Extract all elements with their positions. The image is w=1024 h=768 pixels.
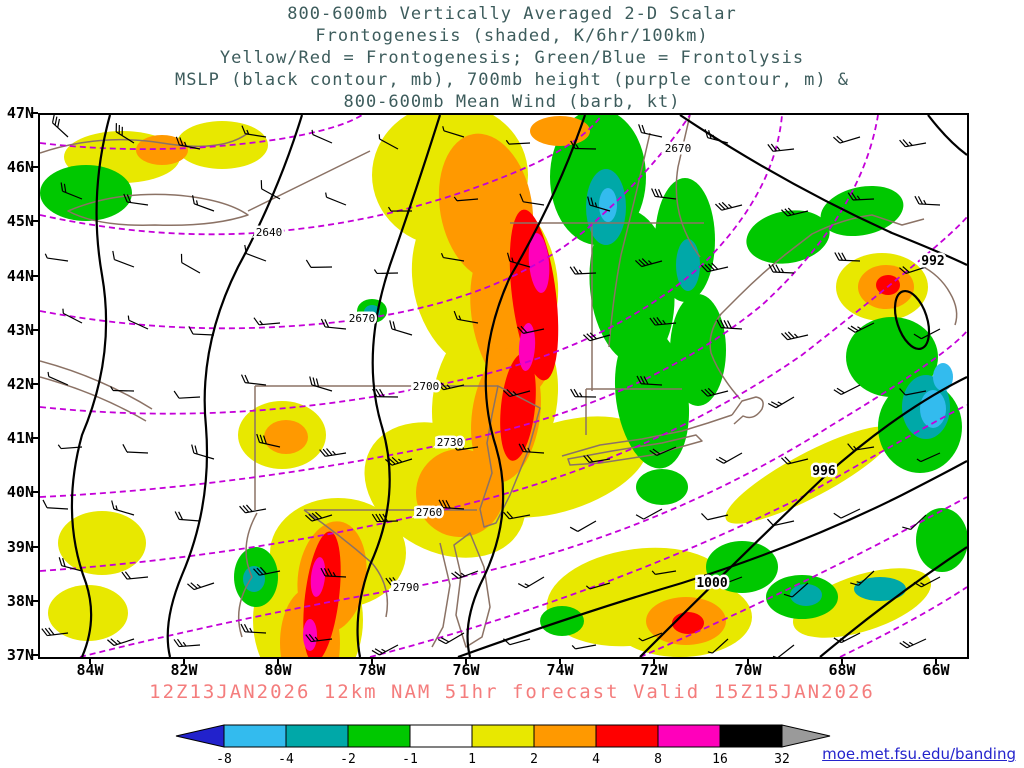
map-plot-area: 2640 2670 2670 2700 2730 2760 2790 992 996 1000 xyxy=(38,113,969,659)
title-line-1: 800-600mb Vertically Averaged 2-D Scalar xyxy=(287,4,737,24)
wind-barb-layer xyxy=(41,115,941,657)
lon-tick xyxy=(747,657,749,664)
lat-tick xyxy=(31,545,38,548)
frontogenesis-shading-layer xyxy=(40,115,967,657)
height-contour-label: 2730 xyxy=(437,436,464,449)
lon-tick xyxy=(653,657,655,664)
lon-tick xyxy=(277,657,279,664)
lon-label: 76W xyxy=(452,661,480,679)
colorbar-segment xyxy=(223,724,287,748)
height-contour-label: 2790 xyxy=(393,581,420,594)
lat-tick xyxy=(31,166,38,169)
lon-tick xyxy=(183,657,185,664)
lat-label: 37N xyxy=(6,646,34,664)
colorbar-label: 2 xyxy=(530,752,538,767)
lat-label: 45N xyxy=(6,212,34,231)
lon-tick xyxy=(89,657,91,664)
height-contour-label: 2760 xyxy=(416,506,443,519)
colorbar-label: 8 xyxy=(654,752,662,767)
lat-tick xyxy=(31,274,38,277)
lat-label: 40N xyxy=(6,483,34,502)
lat-label: 42N xyxy=(6,375,34,393)
lon-label: 66W xyxy=(922,661,950,679)
colorbar-arrow-left xyxy=(175,724,225,748)
mslp-contour-label: 992 xyxy=(921,254,944,269)
lon-tick xyxy=(559,657,561,664)
lat-tick xyxy=(31,328,38,331)
colorbar-segment xyxy=(285,724,349,748)
height-contour-label: 2640 xyxy=(256,226,283,239)
colorbar-segment xyxy=(657,724,721,748)
lat-label: 47N xyxy=(6,104,34,122)
colorbar-label: -2 xyxy=(340,752,356,767)
colorbar-segment xyxy=(347,724,411,748)
lon-tick xyxy=(841,657,843,664)
lon-label: 70W xyxy=(734,661,762,679)
colorbar-label: 4 xyxy=(592,752,600,767)
lon-tick xyxy=(371,657,373,664)
colorbar-segment xyxy=(471,724,535,748)
colorbar-segment xyxy=(595,724,659,748)
colorbar-arrow-right xyxy=(781,724,831,748)
lon-label: 84W xyxy=(76,661,104,679)
height-contour-layer xyxy=(40,115,967,657)
forecast-valid-text: 12Z13JAN2026 12km NAM 51hr forecast Vali… xyxy=(149,681,875,703)
lat-tick xyxy=(31,654,38,656)
height-contour-label: 2670 xyxy=(349,312,376,325)
colorbar-segment xyxy=(719,724,783,748)
height-contour-label: 2700 xyxy=(413,380,440,393)
colorbar-legend: -8 -4 -2 -1 1 2 4 8 16 32 xyxy=(175,724,831,767)
lat-tick xyxy=(31,437,38,440)
lat-label: 38N xyxy=(6,591,34,610)
lon-label: 72W xyxy=(640,661,668,679)
contour-label-layer: 2640 2670 2670 2700 2730 2760 2790 992 996 1000 xyxy=(253,140,947,597)
title-line-3: Yellow/Red = Frontogenesis; Green/Blue =… xyxy=(219,48,805,68)
lon-tick xyxy=(465,657,467,664)
lat-tick xyxy=(31,112,38,114)
lat-tick xyxy=(31,599,38,602)
lon-label: 82W xyxy=(170,661,198,679)
lon-label: 78W xyxy=(358,661,386,679)
state-borders-layer xyxy=(40,115,958,648)
colorbar-segment xyxy=(533,724,597,748)
mslp-contour-label: 996 xyxy=(812,464,836,479)
mslp-contour-layer xyxy=(70,115,967,657)
lon-label: 80W xyxy=(264,661,292,679)
lon-label: 68W xyxy=(828,661,856,679)
colorbar-label: 1 xyxy=(468,752,476,767)
lat-tick xyxy=(31,220,38,223)
lat-label: 44N xyxy=(6,266,34,285)
title-line-2: Frontogenesis (shaded, K/6hr/100km) xyxy=(315,26,709,46)
lon-tick xyxy=(935,657,937,664)
lat-label: 39N xyxy=(6,537,34,556)
lon-label: 74W xyxy=(546,661,574,679)
colorbar-label: -1 xyxy=(402,752,418,767)
lat-tick xyxy=(31,383,38,385)
colorbar-label: -8 xyxy=(216,752,232,767)
lat-label: 43N xyxy=(6,320,34,339)
chart-title: 800-600mb Vertically Averaged 2-D Scalar… xyxy=(0,3,1024,113)
colorbar-segment xyxy=(409,724,473,748)
title-line-4: MSLP (black contour, mb), 700mb height (… xyxy=(174,70,850,90)
colorbar-label: 32 xyxy=(774,752,790,767)
lat-tick xyxy=(31,491,38,494)
height-contour-label: 2670 xyxy=(665,142,692,155)
lat-label: 46N xyxy=(6,158,34,177)
lat-label: 41N xyxy=(6,429,34,448)
credit-link[interactable]: moe.met.fsu.edu/banding xyxy=(822,745,1016,763)
title-line-5: 800-600mb Mean Wind (barb, kt) xyxy=(343,92,681,112)
colorbar-label: 16 xyxy=(712,752,728,767)
mslp-contour-label: 1000 xyxy=(696,576,727,591)
colorbar-label: -4 xyxy=(278,752,294,767)
